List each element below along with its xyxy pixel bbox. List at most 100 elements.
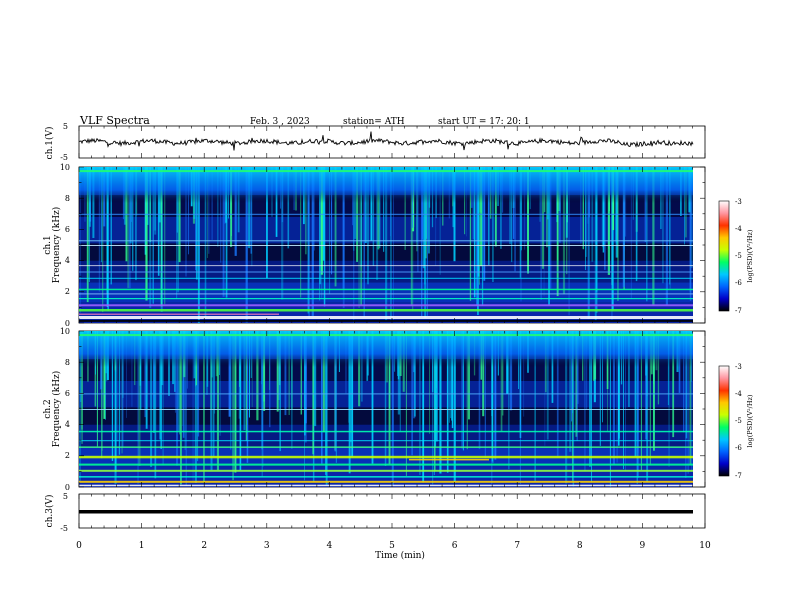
narrowband-line bbox=[79, 271, 693, 273]
cb1-tick-m4: -4 bbox=[735, 225, 742, 233]
ch1-ylabel: ch.1(V) bbox=[44, 127, 55, 160]
time-axis-labels: 0 1 2 3 4 5 6 7 8 9 10 bbox=[76, 541, 711, 551]
sferic-streak bbox=[153, 167, 154, 299]
narrowband-line bbox=[79, 309, 693, 312]
sferic-streak bbox=[363, 167, 365, 318]
sferic-streak bbox=[492, 331, 494, 464]
sferic-streak bbox=[204, 167, 207, 319]
ch3-ylabel: ch.3(V) bbox=[44, 495, 55, 528]
ch2-spec-label-channel: ch.2 bbox=[43, 399, 53, 418]
xtick-label-1: 1 bbox=[139, 541, 145, 551]
narrowband-line bbox=[79, 334, 693, 337]
sferic-streak bbox=[325, 331, 328, 485]
sferic-streak bbox=[588, 167, 590, 319]
sferic-streak bbox=[304, 331, 305, 481]
sferic-streak bbox=[150, 331, 153, 467]
figure-title: VLF Spectra bbox=[79, 114, 150, 127]
sferic-streak bbox=[439, 331, 442, 474]
sferic-streak bbox=[623, 331, 624, 470]
ch1-spec-label-frequency: Frequency (kHz) bbox=[51, 207, 62, 284]
sferic-streak bbox=[587, 167, 589, 320]
sferic-streak bbox=[308, 167, 310, 320]
sferic-streak bbox=[685, 331, 687, 478]
ch1-ftick-4: 4 bbox=[65, 256, 70, 265]
sferic-streak bbox=[612, 331, 615, 465]
date-label: Feb. 3 , 2023 bbox=[250, 117, 310, 127]
xtick-label-8: 8 bbox=[577, 541, 583, 551]
narrowband-line bbox=[79, 484, 693, 487]
sferic-streak bbox=[262, 331, 264, 467]
sferic-streak bbox=[79, 331, 81, 482]
sferic-streak bbox=[197, 167, 200, 323]
sferic-streak bbox=[239, 331, 242, 471]
sferic-streak bbox=[203, 331, 205, 483]
ch1-ytick-top: 5 bbox=[63, 122, 68, 131]
sferic-streak bbox=[393, 167, 394, 321]
sferic-streak bbox=[246, 331, 249, 463]
sferic-streak bbox=[342, 167, 345, 309]
sferic-streak bbox=[164, 167, 166, 305]
narrowband-line bbox=[79, 245, 693, 246]
cb1-label: log(PSD)(V²/Hz) bbox=[746, 229, 754, 282]
xtick-label-5: 5 bbox=[389, 541, 395, 551]
ch1-spec-label-channel: ch.1 bbox=[43, 235, 53, 254]
sferic-streak bbox=[668, 331, 670, 467]
ch1-ftick-2: 2 bbox=[65, 287, 70, 296]
ch2-ftick-0: 0 bbox=[65, 483, 70, 492]
xtick-label-0: 0 bbox=[76, 541, 82, 551]
sferic-streak bbox=[358, 167, 360, 308]
ch2-spec-label-frequency: Frequency (kHz) bbox=[51, 371, 62, 448]
xtick-label-7: 7 bbox=[514, 541, 520, 551]
narrowband-line bbox=[79, 316, 693, 319]
sferic-streak bbox=[649, 331, 651, 466]
sferic-streak bbox=[589, 331, 591, 467]
time-axis-label: Time (min) bbox=[375, 550, 425, 561]
sferic-streak bbox=[384, 331, 387, 466]
sferic-streak bbox=[584, 331, 586, 472]
sferic-streak bbox=[637, 331, 639, 478]
xtick-label-9: 9 bbox=[640, 541, 646, 551]
cb1-tick-m5: -5 bbox=[735, 252, 742, 260]
narrowband-line bbox=[79, 277, 693, 279]
ch2-freq-ticks: 10 8 6 4 2 0 bbox=[60, 327, 70, 492]
sferic-streak bbox=[194, 331, 197, 483]
sferic-streak bbox=[469, 167, 472, 301]
sferic-streak bbox=[371, 331, 374, 464]
sferic-streak bbox=[596, 167, 598, 313]
ch1-ftick-8: 8 bbox=[65, 194, 70, 203]
sferic-streak bbox=[360, 167, 363, 306]
ch1-ytick-bottom: -5 bbox=[60, 153, 68, 162]
sferic-streak bbox=[405, 331, 407, 476]
narrowband-line bbox=[79, 240, 693, 242]
sferic-streak bbox=[640, 331, 642, 471]
ch3-waveform-line bbox=[79, 510, 693, 514]
sferic-streak bbox=[687, 331, 689, 474]
xtick-label-10: 10 bbox=[699, 541, 711, 551]
sferic-streak bbox=[176, 331, 178, 466]
narrowband-line bbox=[79, 480, 693, 483]
narrowband-line bbox=[79, 288, 693, 291]
ch3-waveform-panel: 5 -5 ch.3(V) bbox=[44, 492, 706, 533]
spectrogram-band-layer bbox=[79, 282, 693, 303]
station-label: station= ATH bbox=[343, 117, 405, 127]
narrowband-line bbox=[79, 304, 693, 307]
sferic-streak bbox=[630, 167, 632, 299]
sferic-streak bbox=[348, 331, 351, 474]
xtick-label-2: 2 bbox=[201, 541, 207, 551]
time-axis-ticks bbox=[78, 126, 706, 528]
sferic-streak bbox=[145, 167, 148, 301]
sferic-streak bbox=[453, 331, 456, 483]
narrowband-line bbox=[79, 440, 693, 442]
cb2-tick-m6: -6 bbox=[735, 444, 742, 452]
narrowband-line bbox=[79, 213, 693, 215]
cb2-label: log(PSD)(V²/Hz) bbox=[746, 394, 754, 447]
sferic-streak bbox=[419, 331, 421, 475]
sferic-streak bbox=[594, 167, 597, 321]
spectrogram-band-layer bbox=[79, 243, 693, 261]
narrowband-line bbox=[79, 463, 693, 466]
narrowband-line bbox=[79, 409, 693, 410]
ch1-spectrogram-panel: 10 8 6 4 2 0 ch.1 Frequency (kHz) bbox=[43, 163, 706, 328]
sferic-streak bbox=[319, 167, 321, 301]
cb1-tick-m6: -6 bbox=[735, 279, 742, 287]
